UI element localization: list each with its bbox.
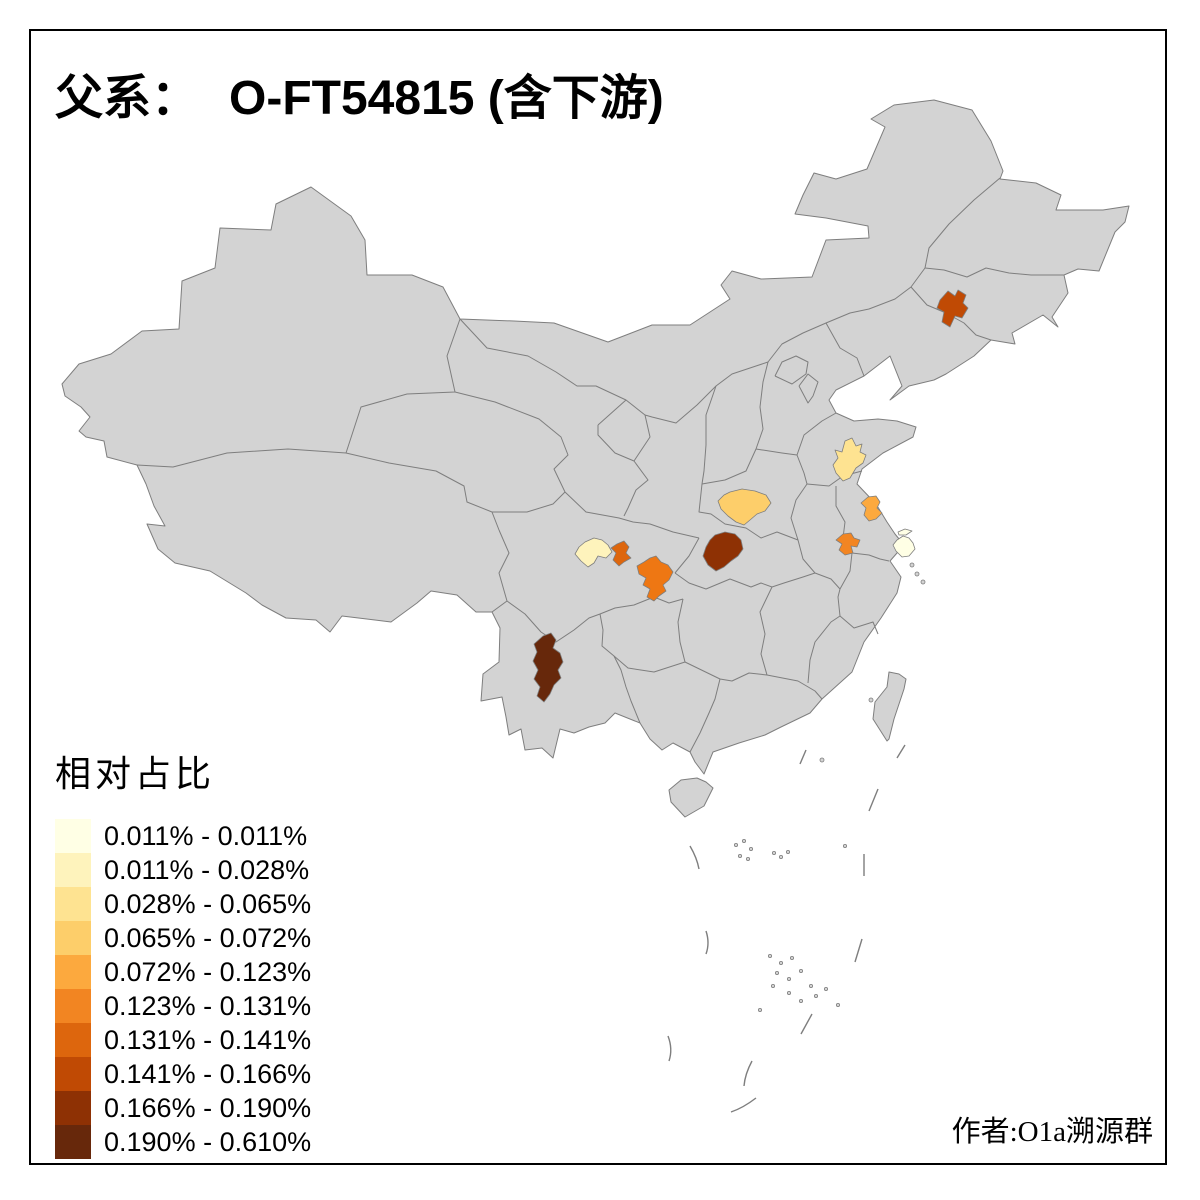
legend-swatch [55, 887, 91, 921]
legend-swatch [55, 921, 91, 955]
map-region-chuzhou-anhui [835, 532, 861, 556]
map-region-chongqing [636, 555, 674, 602]
legend-swatch [55, 1125, 91, 1159]
legend-swatch [55, 819, 91, 853]
taiwan-island [872, 671, 907, 742]
hainan-island [668, 777, 714, 818]
province-boundaries [136, 177, 1064, 753]
legend-row: 0.011% - 0.028% [55, 853, 311, 887]
legend-row: 0.166% - 0.190% [55, 1091, 311, 1125]
china-mainland [61, 99, 1130, 775]
legend-title: 相对占比 [55, 754, 216, 794]
map-region-shiyan-hubei [702, 531, 744, 572]
map-region-central-jilin [936, 289, 969, 328]
legend-row: 0.123% - 0.131% [55, 989, 311, 1023]
map-region-deyang-sichuan [610, 540, 632, 567]
legend-swatch [55, 853, 91, 887]
map-region-shanghai [892, 535, 916, 558]
legend-class-label: 0.131% - 0.141% [104, 1024, 312, 1055]
legend-swatch [55, 1057, 91, 1091]
map-region-northern-jiangsu [860, 495, 883, 522]
map-region-shanghai-chongming [897, 528, 913, 536]
map-region-southwest-shandong [832, 437, 867, 482]
islands [668, 562, 926, 1013]
legend-class-label: 0.166% - 0.190% [104, 1092, 312, 1123]
legend-class-label: 0.141% - 0.166% [104, 1058, 312, 1089]
legend: 相对占比 0.011% - 0.011% 0.011% - 0.028% 0.028… [55, 745, 311, 1159]
legend-class-label: 0.065% - 0.072% [104, 922, 312, 953]
legend-class-label: 0.028% - 0.065% [104, 888, 312, 919]
highlighted-regions [532, 289, 969, 703]
legend-row: 0.011% - 0.011% [55, 819, 311, 853]
legend-row: 0.072% - 0.123% [55, 955, 311, 989]
legend-row: 0.190% - 0.610% [55, 1125, 311, 1159]
author-credit: 作者:O1a溯源群 [951, 1116, 1153, 1148]
map-region-nanyang-henan [717, 488, 772, 526]
legend-swatch [55, 1091, 91, 1125]
legend-row: 0.028% - 0.065% [55, 887, 311, 921]
legend-row: 0.131% - 0.141% [55, 1023, 311, 1057]
legend-class-label: 0.011% - 0.028% [104, 854, 310, 885]
legend-swatch [55, 989, 91, 1023]
plot-title-prefix: 父系： [55, 72, 200, 125]
nine-dash-line [667, 744, 906, 1113]
legend-row: 0.141% - 0.166% [55, 1057, 311, 1091]
plot-border [29, 29, 1167, 1165]
plot-title-haplogroup: O-FT54815 (含下游) [229, 72, 664, 125]
legend-row: 0.065% - 0.072% [55, 921, 311, 955]
map-region-chengdu-plain [574, 537, 613, 568]
legend-class-label: 0.072% - 0.123% [104, 956, 312, 987]
legend-swatch [55, 1023, 91, 1057]
legend-class-label: 0.123% - 0.131% [104, 990, 312, 1021]
legend-class-label: 0.011% - 0.011% [104, 820, 308, 851]
plot-title: 父系： O-FT54815 (含下游) [55, 58, 664, 128]
map-region-central-yunnan [532, 632, 564, 703]
legend-rows: 0.011% - 0.011% 0.011% - 0.028% 0.028% - 0… [55, 819, 311, 1159]
legend-swatch [55, 955, 91, 989]
legend-class-label: 0.190% - 0.610% [104, 1126, 312, 1157]
